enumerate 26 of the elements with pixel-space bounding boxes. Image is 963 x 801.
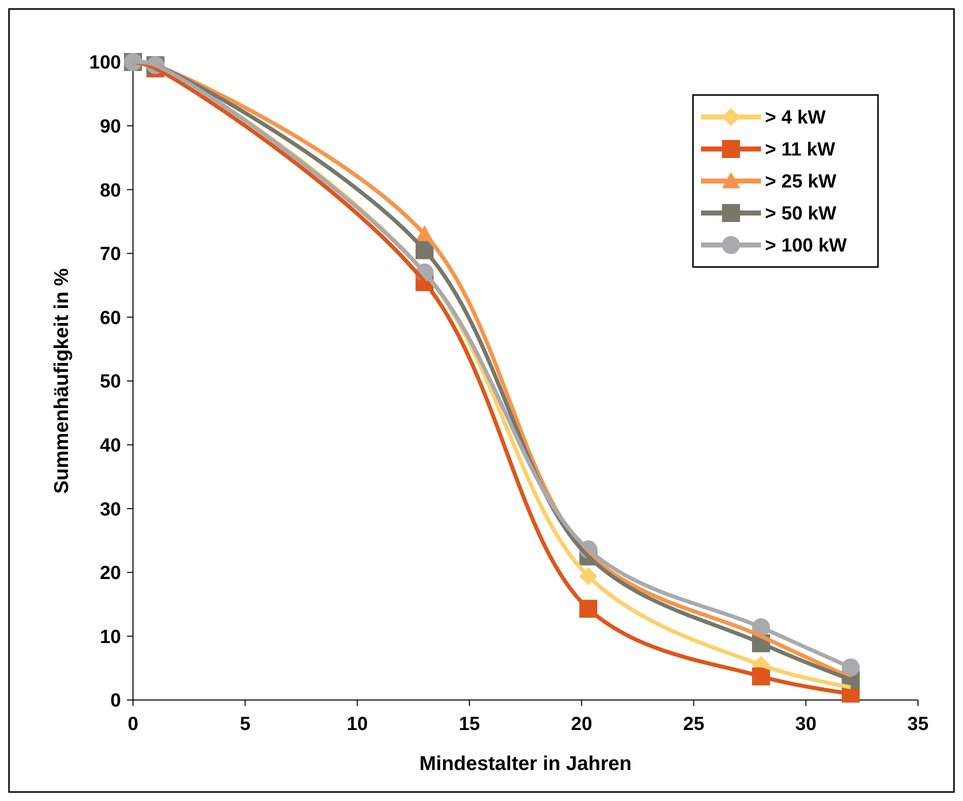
x-tick-label: 15 [458, 714, 480, 735]
y-tick-label: 60 [100, 308, 121, 329]
x-axis-title: Mindestalter in Jahren [419, 753, 632, 775]
x-tick-label: 35 [907, 714, 929, 735]
y-tick-label: 20 [100, 563, 121, 584]
y-tick-label: 80 [100, 180, 121, 202]
x-tick-label: 10 [346, 714, 368, 735]
y-tick-label: 0 [110, 690, 121, 712]
x-tick-label: 20 [571, 714, 592, 735]
x-tick-label: 25 [683, 714, 705, 735]
y-tick-label: 70 [100, 244, 121, 266]
x-tick-label: 5 [240, 714, 251, 735]
y-tick-label: 90 [100, 116, 121, 138]
legend-label: > 50 kW [765, 204, 836, 225]
legend-label: > 100 kW [765, 236, 847, 257]
y-tick-label: 40 [100, 435, 121, 456]
legend-label: > 4 kW [765, 108, 826, 129]
y-tick-label: 30 [100, 499, 121, 520]
legend-label: > 11 kW [765, 140, 836, 161]
legend-label: > 25 kW [765, 172, 836, 193]
y-axis-title: Summenhäufigkeit in % [51, 268, 73, 494]
y-tick-label: 100 [89, 52, 121, 74]
y-tick-label: 10 [100, 626, 121, 648]
y-tick-label: 50 [100, 372, 121, 393]
x-tick-label: 0 [128, 714, 138, 735]
x-tick-label: 30 [795, 714, 816, 735]
